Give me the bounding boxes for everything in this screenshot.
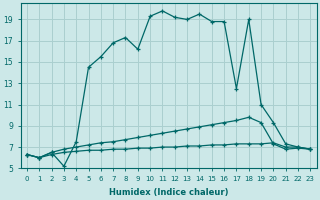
X-axis label: Humidex (Indice chaleur): Humidex (Indice chaleur) [109,188,228,197]
